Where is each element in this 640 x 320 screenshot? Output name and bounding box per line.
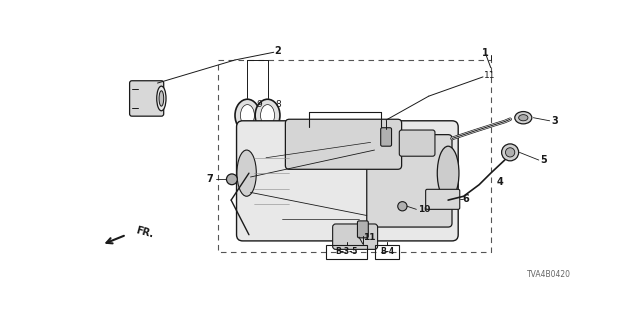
Ellipse shape [437, 146, 459, 200]
Ellipse shape [235, 99, 260, 132]
FancyBboxPatch shape [358, 221, 368, 238]
Text: 9: 9 [256, 100, 262, 109]
Ellipse shape [159, 91, 164, 106]
Ellipse shape [157, 86, 166, 111]
Ellipse shape [237, 150, 256, 196]
FancyBboxPatch shape [237, 121, 458, 241]
Ellipse shape [515, 112, 532, 124]
Text: 2: 2 [275, 46, 281, 56]
Ellipse shape [255, 99, 280, 132]
Text: TVA4B0420: TVA4B0420 [527, 270, 572, 279]
FancyBboxPatch shape [426, 189, 460, 209]
FancyBboxPatch shape [399, 130, 435, 156]
Ellipse shape [506, 148, 515, 157]
Text: 3: 3 [551, 116, 557, 126]
FancyBboxPatch shape [129, 81, 164, 116]
Bar [374, 245, 399, 259]
FancyBboxPatch shape [367, 135, 452, 227]
Text: 10: 10 [418, 205, 430, 214]
Text: 7: 7 [206, 174, 212, 184]
Ellipse shape [518, 115, 528, 121]
FancyBboxPatch shape [333, 224, 378, 249]
Ellipse shape [260, 105, 275, 126]
Text: B-4: B-4 [380, 247, 394, 256]
Text: 6: 6 [463, 194, 470, 204]
Text: 11: 11 [484, 71, 495, 80]
Text: 5: 5 [540, 155, 547, 165]
FancyBboxPatch shape [285, 119, 402, 169]
FancyBboxPatch shape [381, 128, 392, 146]
Ellipse shape [502, 144, 518, 161]
Circle shape [227, 174, 237, 185]
Text: 11: 11 [363, 233, 376, 242]
Text: 4: 4 [497, 177, 504, 188]
Text: 1: 1 [482, 48, 489, 58]
Text: FR.: FR. [134, 225, 154, 240]
Text: B-3-5: B-3-5 [335, 247, 358, 256]
Bar [326, 245, 367, 259]
Text: 8: 8 [276, 100, 281, 109]
Bar [218, 60, 491, 252]
Circle shape [397, 202, 407, 211]
Ellipse shape [241, 105, 254, 126]
